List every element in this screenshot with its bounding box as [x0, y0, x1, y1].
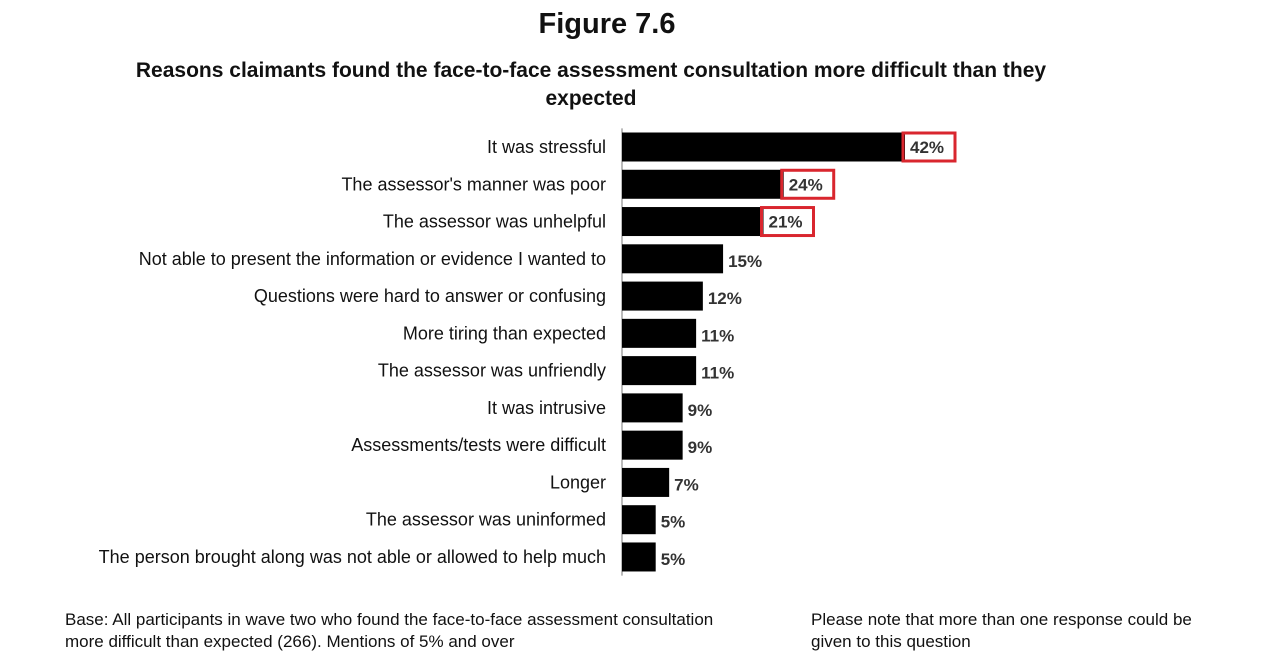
bar [622, 430, 683, 460]
value-label: 5% [661, 513, 686, 532]
value-label: 24% [789, 175, 823, 194]
bar [622, 169, 784, 199]
value-label: 7% [674, 475, 699, 494]
highlight-box [760, 206, 815, 238]
highlight-box [901, 131, 957, 163]
bar [622, 207, 764, 237]
value-label: 15% [728, 252, 762, 271]
bar-chart: It was stressful 42% The assessor's manner… [99, 128, 957, 576]
value-label: 5% [661, 550, 686, 569]
bar [622, 505, 656, 535]
bar [622, 542, 656, 572]
category-label: More tiring than expected [403, 323, 606, 343]
bar [622, 281, 703, 311]
category-label: The assessor was uninformed [366, 510, 606, 530]
bars-layer: It was stressful 42% The assessor's manner… [99, 128, 957, 576]
bar [622, 244, 724, 274]
bar [622, 318, 697, 348]
value-label: 11% [701, 326, 734, 345]
value-label: 11% [701, 364, 734, 383]
category-label: It was stressful [487, 137, 606, 157]
category-label: It was intrusive [487, 398, 606, 418]
category-label: Assessments/tests were difficult [351, 435, 606, 455]
value-label: 9% [688, 401, 713, 420]
bar [622, 356, 697, 386]
category-label: The assessor was unfriendly [378, 361, 606, 381]
value-label: 12% [708, 289, 742, 308]
bar [622, 467, 670, 497]
value-label: 9% [688, 438, 713, 457]
value-label: 21% [769, 213, 803, 232]
highlight-box [780, 168, 836, 200]
category-label: The assessor's manner was poor [341, 174, 606, 194]
response-note: Please note that more than one response … [811, 610, 1192, 651]
category-label: The assessor was unhelpful [383, 212, 606, 232]
chart-title: Reasons claimants found the face-to-face… [135, 59, 1047, 110]
category-label: Questions were hard to answer or confusi… [254, 286, 606, 306]
value-label: 42% [910, 138, 944, 157]
bar [622, 132, 905, 162]
category-label: Not able to present the information or e… [139, 249, 606, 269]
category-label: The person brought along was not able or… [99, 547, 606, 567]
base-note: Base: All participants in wave two who f… [65, 610, 714, 651]
bar [622, 393, 683, 423]
figure-number: Figure 7.6 [538, 8, 676, 40]
category-label: Longer [550, 472, 606, 492]
